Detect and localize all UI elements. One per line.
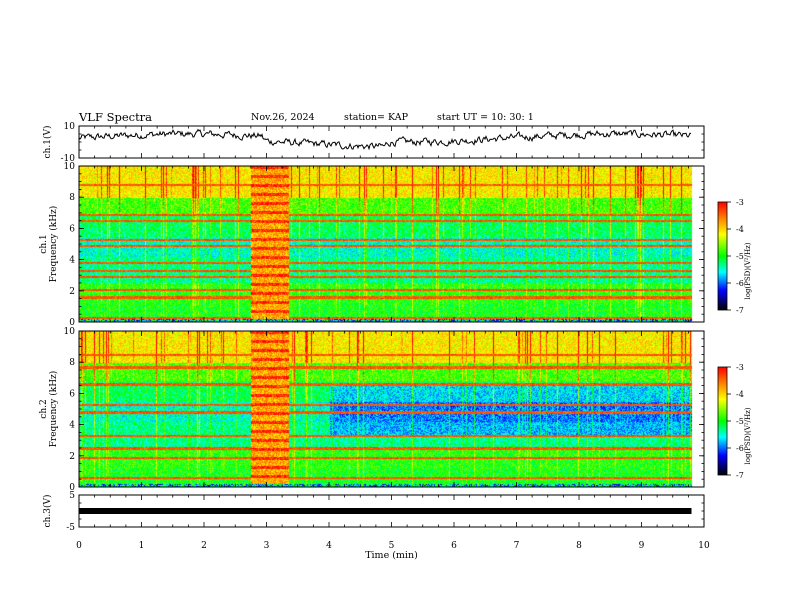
x-tick-label-1: 1 <box>139 541 145 551</box>
axis-ticks <box>78 125 731 528</box>
x-tick-label-9: 9 <box>639 541 645 551</box>
x-axis-label: Time (min) <box>365 550 418 561</box>
ch1-spectrogram-panel <box>78 165 705 323</box>
y-tick-label-ch2_spec: 0 <box>69 483 75 493</box>
y-axis-label-ch2_spec: Frequency (kHz) <box>48 371 59 448</box>
y-tick-label-ch2_spec: 4 <box>69 421 75 431</box>
colorbar-tick-label-ch2: -4 <box>736 390 744 399</box>
y-tick-label-ch1_spec: 0 <box>69 318 75 328</box>
ch1-colorbar <box>717 201 728 311</box>
colorbar-tick-label-ch2: -6 <box>736 444 744 453</box>
ch1-wave-panel <box>78 125 705 159</box>
x-tick-label-5: 5 <box>389 541 395 551</box>
x-tick-label-10: 10 <box>698 541 710 551</box>
x-tick-label-2: 2 <box>201 541 207 551</box>
y-tick-label-ch3_wave: -5 <box>66 523 75 533</box>
y-axis-label-ch1_spec-channel: ch.1 <box>39 234 49 253</box>
y-axis-label-ch3_wave: ch.3(V) <box>42 495 53 528</box>
colorbar-label-ch2: log(PSD)(V²/Hz) <box>744 407 752 464</box>
y-tick-label-ch2_spec: 8 <box>69 358 75 368</box>
ch1-spectrogram-image <box>79 166 704 322</box>
y-tick-label-ch1_wave: -10 <box>61 154 76 164</box>
y-tick-label-ch1_spec: 10 <box>64 162 76 172</box>
colorbar-tick-label-ch1: -7 <box>736 306 744 315</box>
y-axis-label-ch1_spec: Frequency (kHz) <box>48 206 59 283</box>
x-tick-label-7: 7 <box>514 541 520 551</box>
colorbar-tick-label-ch2: -3 <box>736 363 744 372</box>
y-tick-label-ch2_spec: 6 <box>69 389 75 399</box>
y-tick-label-ch2_spec: 2 <box>69 452 75 462</box>
colorbar-tick-label-ch2: -5 <box>736 417 744 426</box>
x-tick-label-0: 0 <box>76 541 82 551</box>
colorbar-tick-label-ch1: -3 <box>736 198 744 207</box>
ch2-spectrogram-panel <box>78 330 705 488</box>
y-tick-label-ch1_spec: 8 <box>69 193 75 203</box>
x-tick-label-6: 6 <box>451 541 457 551</box>
colorbar-tick-label-ch1: -6 <box>736 279 744 288</box>
y-tick-label-ch1_spec: 4 <box>69 256 75 266</box>
colorbar-tick-label-ch1: -5 <box>736 252 744 261</box>
colorbar-tick-label-ch1: -4 <box>736 225 744 234</box>
date-label: Nov.26, 2024 <box>251 112 315 123</box>
colorbar-label-ch1: log(PSD)(V²/Hz) <box>744 242 752 299</box>
y-axis-label-ch2_spec-channel: ch.2 <box>39 399 49 418</box>
start-ut-label: start UT = 10: 30: 1 <box>437 112 534 123</box>
y-tick-label-ch3_wave: 5 <box>69 491 75 501</box>
x-tick-label-3: 3 <box>264 541 270 551</box>
y-tick-label-ch1_wave: 10 <box>64 122 76 132</box>
figure-title: VLF Spectra <box>79 110 153 124</box>
x-tick-label-8: 8 <box>576 541 582 551</box>
ch2-colorbar <box>717 366 728 476</box>
ch1-voltage-trace <box>78 128 692 151</box>
y-tick-label-ch1_spec: 2 <box>69 287 75 297</box>
colorbar-tick-label-ch2: -7 <box>736 471 744 480</box>
ch3-voltage-trace <box>79 508 692 514</box>
y-tick-label-ch1_spec: 6 <box>69 224 75 234</box>
station-label: station= KAP <box>344 112 408 123</box>
x-tick-label-4: 4 <box>326 541 332 551</box>
y-tick-label-ch2_spec: 10 <box>64 327 76 337</box>
ch2-spectrogram-image <box>79 331 704 487</box>
y-axis-label-ch1_wave: ch.1(V) <box>42 126 53 159</box>
